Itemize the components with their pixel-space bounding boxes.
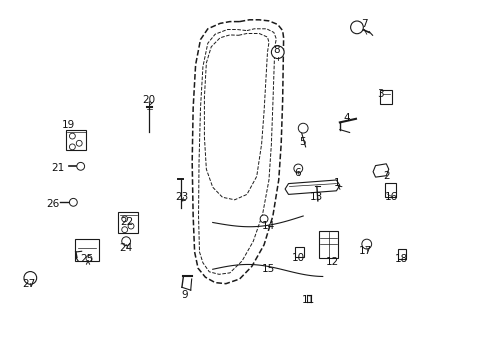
Text: 20: 20 — [142, 95, 155, 105]
Text: 26: 26 — [46, 199, 60, 210]
Text: 22: 22 — [120, 217, 134, 228]
Text: 3: 3 — [376, 89, 383, 99]
Text: 24: 24 — [119, 243, 133, 253]
Text: 19: 19 — [61, 120, 75, 130]
Circle shape — [69, 133, 75, 139]
Text: 13: 13 — [309, 192, 323, 202]
Circle shape — [69, 198, 77, 206]
Text: 8: 8 — [273, 45, 280, 55]
Circle shape — [271, 46, 284, 59]
Circle shape — [122, 237, 130, 246]
Bar — [66, 130, 85, 150]
Circle shape — [128, 223, 134, 229]
Circle shape — [260, 215, 267, 223]
Text: 9: 9 — [181, 290, 188, 300]
Circle shape — [350, 21, 363, 34]
Circle shape — [76, 140, 82, 146]
Text: 21: 21 — [51, 163, 64, 174]
Text: 23: 23 — [175, 192, 188, 202]
Bar — [318, 231, 338, 258]
Circle shape — [293, 164, 302, 173]
Text: 1: 1 — [333, 178, 340, 188]
Text: 6: 6 — [293, 168, 300, 178]
Polygon shape — [285, 180, 339, 194]
Text: 11: 11 — [301, 294, 314, 305]
Text: 2: 2 — [382, 171, 389, 181]
Text: 12: 12 — [325, 257, 339, 267]
Bar — [75, 239, 99, 261]
Bar — [380, 90, 392, 104]
Bar — [118, 212, 138, 233]
Text: 17: 17 — [358, 246, 372, 256]
Bar — [294, 247, 303, 256]
Polygon shape — [372, 164, 388, 177]
Circle shape — [69, 144, 75, 150]
Circle shape — [24, 271, 37, 284]
Circle shape — [77, 162, 84, 170]
Text: 18: 18 — [393, 254, 407, 264]
Circle shape — [86, 256, 92, 261]
Text: 25: 25 — [80, 254, 94, 264]
Text: 4: 4 — [343, 113, 350, 123]
Circle shape — [361, 239, 371, 249]
Bar — [384, 183, 395, 197]
Circle shape — [122, 216, 127, 222]
Bar — [397, 249, 405, 259]
Text: 27: 27 — [22, 279, 36, 289]
Text: 16: 16 — [384, 192, 397, 202]
Text: 15: 15 — [261, 264, 274, 274]
Circle shape — [122, 227, 127, 233]
Text: 10: 10 — [291, 253, 304, 264]
Circle shape — [298, 123, 307, 133]
Text: 14: 14 — [261, 221, 274, 231]
Text: 7: 7 — [360, 19, 367, 30]
Text: 5: 5 — [298, 137, 305, 147]
